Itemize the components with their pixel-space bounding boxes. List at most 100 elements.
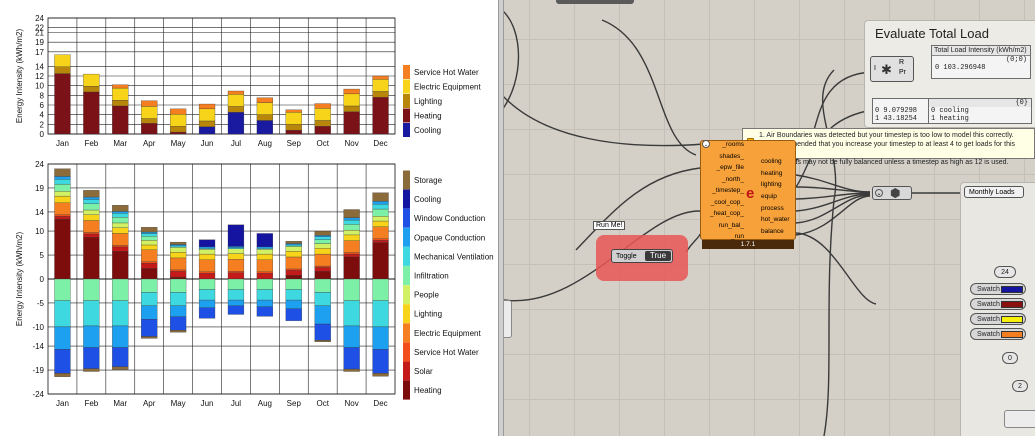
left-node-ports[interactable] — [504, 300, 512, 338]
swatch-lighting[interactable]: Swatch — [970, 313, 1026, 325]
evaluate-component[interactable]: I ✱ R Pr — [870, 56, 914, 82]
bar-segment — [314, 267, 331, 272]
input-timestep[interactable]: _timestep_ — [712, 187, 744, 194]
bar-segment — [256, 246, 273, 249]
output-balance[interactable]: balance — [761, 228, 784, 236]
bar-segment — [54, 349, 71, 374]
bar-segment — [112, 100, 129, 107]
bar-segment — [285, 278, 302, 290]
bar-segment — [372, 79, 389, 92]
number-input[interactable]: 0 — [1002, 352, 1018, 364]
legend-label: Electric Equipment — [414, 329, 481, 338]
bar-segment — [372, 192, 389, 202]
output-process[interactable]: process — [761, 204, 784, 212]
warning-line: 1. Air Boundaries was detected but your … — [759, 132, 1014, 139]
bar-segment — [112, 87, 129, 101]
bar-segment — [285, 270, 302, 276]
bar-segment — [83, 199, 100, 204]
total-load-panel[interactable]: Total Load Intensity (kWh/m2) (0;0) 0 10… — [931, 45, 1031, 79]
grasshopper-canvas[interactable]: Evaluate Total Load I ✱ R Pr Total Load … — [504, 0, 1035, 436]
bar-segment — [372, 278, 389, 301]
wire — [504, 11, 520, 109]
bar-segment — [314, 235, 331, 237]
bar-segment — [256, 273, 273, 280]
toggle-value[interactable]: True — [645, 251, 671, 261]
energy-balance-component[interactable]: _rooms shades_ _epw_file _north_ _timest… — [700, 140, 796, 240]
legend-swatch — [403, 123, 410, 137]
swatch-heating[interactable]: Swatch — [970, 298, 1026, 310]
values-panel[interactable]: 0 9.079298 1 43.18254 — [872, 98, 932, 124]
number-input[interactable]: 2 — [1012, 380, 1028, 392]
legend-label: Cooling — [414, 126, 441, 135]
pane-divider[interactable] — [498, 0, 504, 436]
bar-segment — [314, 248, 331, 255]
x-tick-label: Sep — [287, 399, 302, 408]
top-node-tab[interactable] — [556, 0, 634, 4]
output-heating[interactable]: heating — [761, 169, 783, 177]
bar-segment — [285, 268, 302, 271]
bar-segment — [343, 240, 360, 253]
bar-segment — [198, 299, 216, 308]
bar-segment — [372, 238, 389, 241]
input-epw-file[interactable]: _epw_file — [716, 164, 744, 171]
legend-swatch — [403, 65, 410, 79]
names-panel[interactable]: {0} 0 cooling 1 heating — [928, 98, 1032, 124]
x-tick-label: Aug — [258, 139, 272, 148]
input-north[interactable]: _north_ — [721, 175, 744, 183]
component-version-bar: 1.7.1 — [702, 240, 794, 249]
input-shades[interactable]: shades_ — [719, 152, 744, 160]
bar-segment — [141, 236, 158, 241]
bar-segment — [83, 209, 100, 215]
bar-segment — [54, 300, 71, 328]
ladybug-icon: e — [746, 185, 755, 202]
input-heat-cop[interactable]: _heat_cop_ — [710, 210, 744, 217]
wire — [795, 186, 871, 193]
bar-segment — [54, 179, 71, 185]
input-rooms[interactable]: _rooms — [722, 141, 744, 148]
input-cool-cop[interactable]: _cool_cop_ — [710, 198, 744, 206]
collapse-node[interactable]: ⌄ ⬢ — [872, 186, 912, 200]
component-expand-icon[interactable]: ⌄ — [702, 140, 710, 148]
y-tick-label: 12 — [35, 72, 44, 81]
bar-segment — [112, 227, 129, 234]
number-input[interactable]: 24 — [994, 266, 1016, 278]
total-load-path: (0;0) — [1005, 56, 1027, 64]
y-tick-label: -5 — [37, 299, 45, 308]
output-equip[interactable]: equip — [761, 193, 777, 201]
bar-segment — [343, 253, 360, 258]
swatch-cooling[interactable]: Swatch — [970, 283, 1026, 295]
input-run[interactable]: _run — [730, 233, 744, 240]
bar-segment — [227, 112, 245, 135]
bar-segment — [314, 323, 331, 341]
toggle-component[interactable]: Toggle True — [611, 249, 673, 263]
x-tick-label: Jan — [56, 139, 69, 148]
bar-segment — [141, 240, 158, 246]
output-lighting[interactable]: lighting — [761, 181, 782, 189]
monthly-loads-node[interactable]: Monthly Loads — [964, 186, 1024, 198]
bar-segment — [198, 278, 216, 290]
input-run-bal[interactable]: run_bal_ — [718, 221, 744, 229]
bar-segment — [314, 239, 331, 244]
bar-segment — [141, 118, 158, 124]
swatch-equipment[interactable]: Swatch — [970, 328, 1026, 340]
y-tick-label: 19 — [35, 184, 44, 193]
bar-segment — [83, 190, 100, 198]
bar-segment — [285, 112, 302, 125]
bar-segment — [314, 265, 331, 268]
bar-segment — [256, 120, 273, 135]
legend-label: Service Hot Water — [414, 348, 479, 357]
output-cooling[interactable]: cooling — [761, 158, 782, 165]
bar-segment — [112, 84, 129, 89]
node-edge[interactable] — [1004, 410, 1035, 428]
bar-segment — [256, 97, 273, 103]
bar-segment — [83, 278, 100, 301]
bar-segment — [285, 244, 302, 247]
output-hot-water[interactable]: hot_water — [761, 216, 790, 224]
bar-segment — [198, 108, 216, 122]
legend-label: Heating — [414, 386, 442, 395]
values-row: 0 9.079298 — [875, 107, 918, 115]
component-inputs: _rooms shades_ _epw_file _north_ _timest… — [701, 141, 746, 245]
legend-label: Lighting — [414, 97, 442, 106]
y-tick-label: 5 — [40, 251, 45, 260]
